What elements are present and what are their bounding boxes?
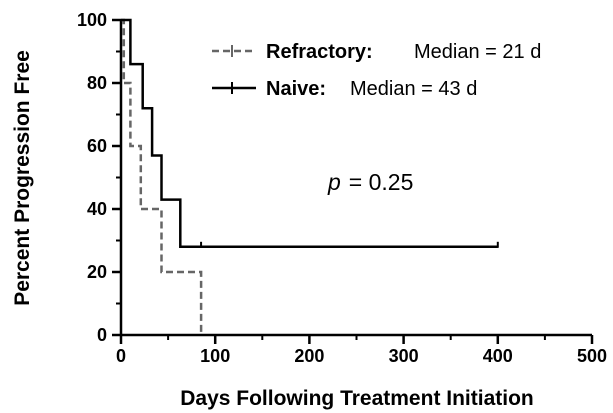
y-tick-label: 20 xyxy=(87,262,107,282)
x-tick-label: 200 xyxy=(294,346,324,366)
legend-name-refractory: Refractory: xyxy=(266,41,373,63)
y-tick-label: 0 xyxy=(97,325,107,345)
curve-naive xyxy=(121,18,498,249)
curve-refractory xyxy=(121,18,203,335)
legend-median-refractory: Median = 21 d xyxy=(414,41,541,63)
curves xyxy=(121,18,499,335)
x-tick-label: 500 xyxy=(577,346,607,366)
p-symbol: p xyxy=(327,169,341,195)
x-tick-label: 400 xyxy=(483,346,513,366)
legend-median-naive: Median = 43 d xyxy=(350,78,477,100)
x-tick-label: 300 xyxy=(389,346,419,366)
axes: 0 20 40 60 80 100 0 100 200 300 400 500 xyxy=(77,10,607,366)
y-tick-label: 60 xyxy=(87,136,107,156)
y-tick-label: 40 xyxy=(87,199,107,219)
y-tick-label: 80 xyxy=(87,73,107,93)
x-tick-label: 0 xyxy=(116,346,126,366)
legend: Refractory: Median = 21 d Naive: Median … xyxy=(212,41,541,100)
p-value-annotation: p = 0.25 xyxy=(327,169,413,195)
p-value: = 0.25 xyxy=(349,169,414,195)
y-axis-title: Percent Progression Free xyxy=(11,50,34,306)
x-tick-label: 100 xyxy=(200,346,230,366)
y-tick-label: 100 xyxy=(77,10,107,30)
legend-name-naive: Naive: xyxy=(266,78,326,100)
svg-text:p= 0.25: p = 0.25 xyxy=(327,169,413,195)
x-axis-title: Days Following Treatment Initiation xyxy=(180,387,534,410)
